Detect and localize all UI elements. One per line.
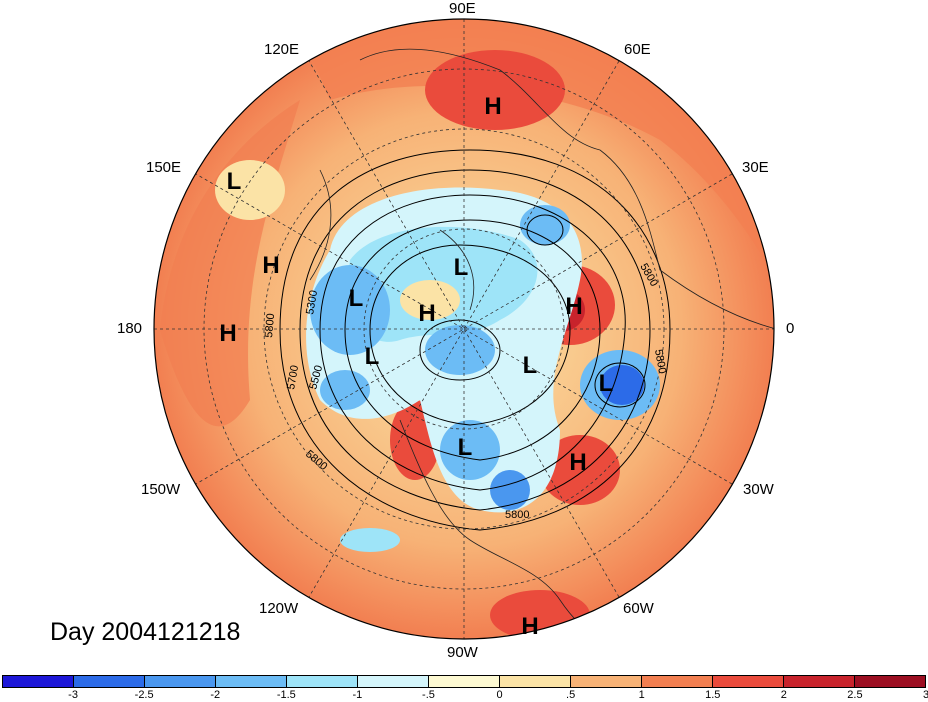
longitude-label: 0 (786, 320, 795, 337)
pressure-marker: L (523, 352, 538, 379)
day-title: Day 2004121218 (50, 618, 241, 646)
longitude-label: 30E (742, 159, 769, 176)
pressure-marker: L (349, 285, 364, 312)
colorbar-tick-label: 2.5 (847, 689, 863, 701)
pressure-marker: L (454, 254, 469, 281)
longitude-label: 150E (146, 159, 182, 176)
colorbar-segment (642, 676, 713, 687)
pressure-marker: H (569, 449, 586, 476)
pressure-marker: H (418, 300, 435, 327)
colorbar-tick-label: -3 (68, 689, 78, 701)
colorbar-segment (74, 676, 145, 687)
colorbar-tick-label: 0 (496, 689, 503, 701)
colorbar-segment (287, 676, 358, 687)
colorbar-tick-label: -2 (210, 689, 221, 701)
longitude-label: 60W (623, 600, 654, 617)
colorbar-tick-label: -2.5 (134, 689, 154, 701)
contour-label: 5700 (285, 364, 301, 390)
colorbar-tick-label: -.5 (422, 689, 435, 701)
longitude-label: 30W (743, 481, 774, 498)
polar-map: H L H H L H H L L L H L L H 5800 5300 57… (153, 18, 775, 640)
colorbar-tick-label: -1.5 (276, 689, 296, 701)
contour-label: 5800 (505, 509, 529, 521)
colorbar-segment (429, 676, 500, 687)
pressure-marker: L (599, 370, 614, 397)
colorbar-segment (358, 676, 429, 687)
colorbar (2, 675, 926, 688)
pressure-marker: L (458, 434, 473, 461)
pressure-marker: H (262, 252, 279, 279)
colorbar-segment (855, 676, 925, 687)
longitude-label: 150W (141, 481, 181, 498)
longitude-label: 90W (447, 644, 478, 661)
colorbar-tick-label: 3 (922, 689, 928, 701)
colorbar-segment (713, 676, 784, 687)
longitude-label: 180 (117, 320, 143, 337)
colorbar-tick-label: 1 (638, 689, 645, 701)
contour-label: 5300 (304, 289, 320, 315)
longitude-label: 90E (449, 0, 476, 17)
colorbar-segment (571, 676, 642, 687)
pressure-marker: L (227, 168, 242, 195)
colorbar-segment (500, 676, 571, 687)
longitude-label: 60E (624, 41, 651, 58)
longitude-label: 120W (259, 600, 299, 617)
contour-label: 5800 (652, 348, 668, 374)
longitude-label: 120E (264, 41, 300, 58)
colorbar-tick-label: -1 (352, 689, 363, 701)
pressure-marker: H (521, 613, 538, 640)
colorbar-tick-label: 2 (780, 689, 787, 701)
pressure-marker: H (484, 93, 501, 120)
pressure-marker: H (565, 293, 582, 320)
colorbar-segment (145, 676, 216, 687)
colorbar-segment (216, 676, 287, 687)
colorbar-tick-label: .5 (566, 689, 576, 701)
contour-label: 5800 (263, 313, 277, 338)
pressure-marker: L (365, 343, 380, 370)
colorbar-segment (784, 676, 855, 687)
colorbar-segment (3, 676, 74, 687)
colorbar-tick-label: 1.5 (705, 689, 721, 701)
pressure-marker: H (219, 320, 236, 347)
